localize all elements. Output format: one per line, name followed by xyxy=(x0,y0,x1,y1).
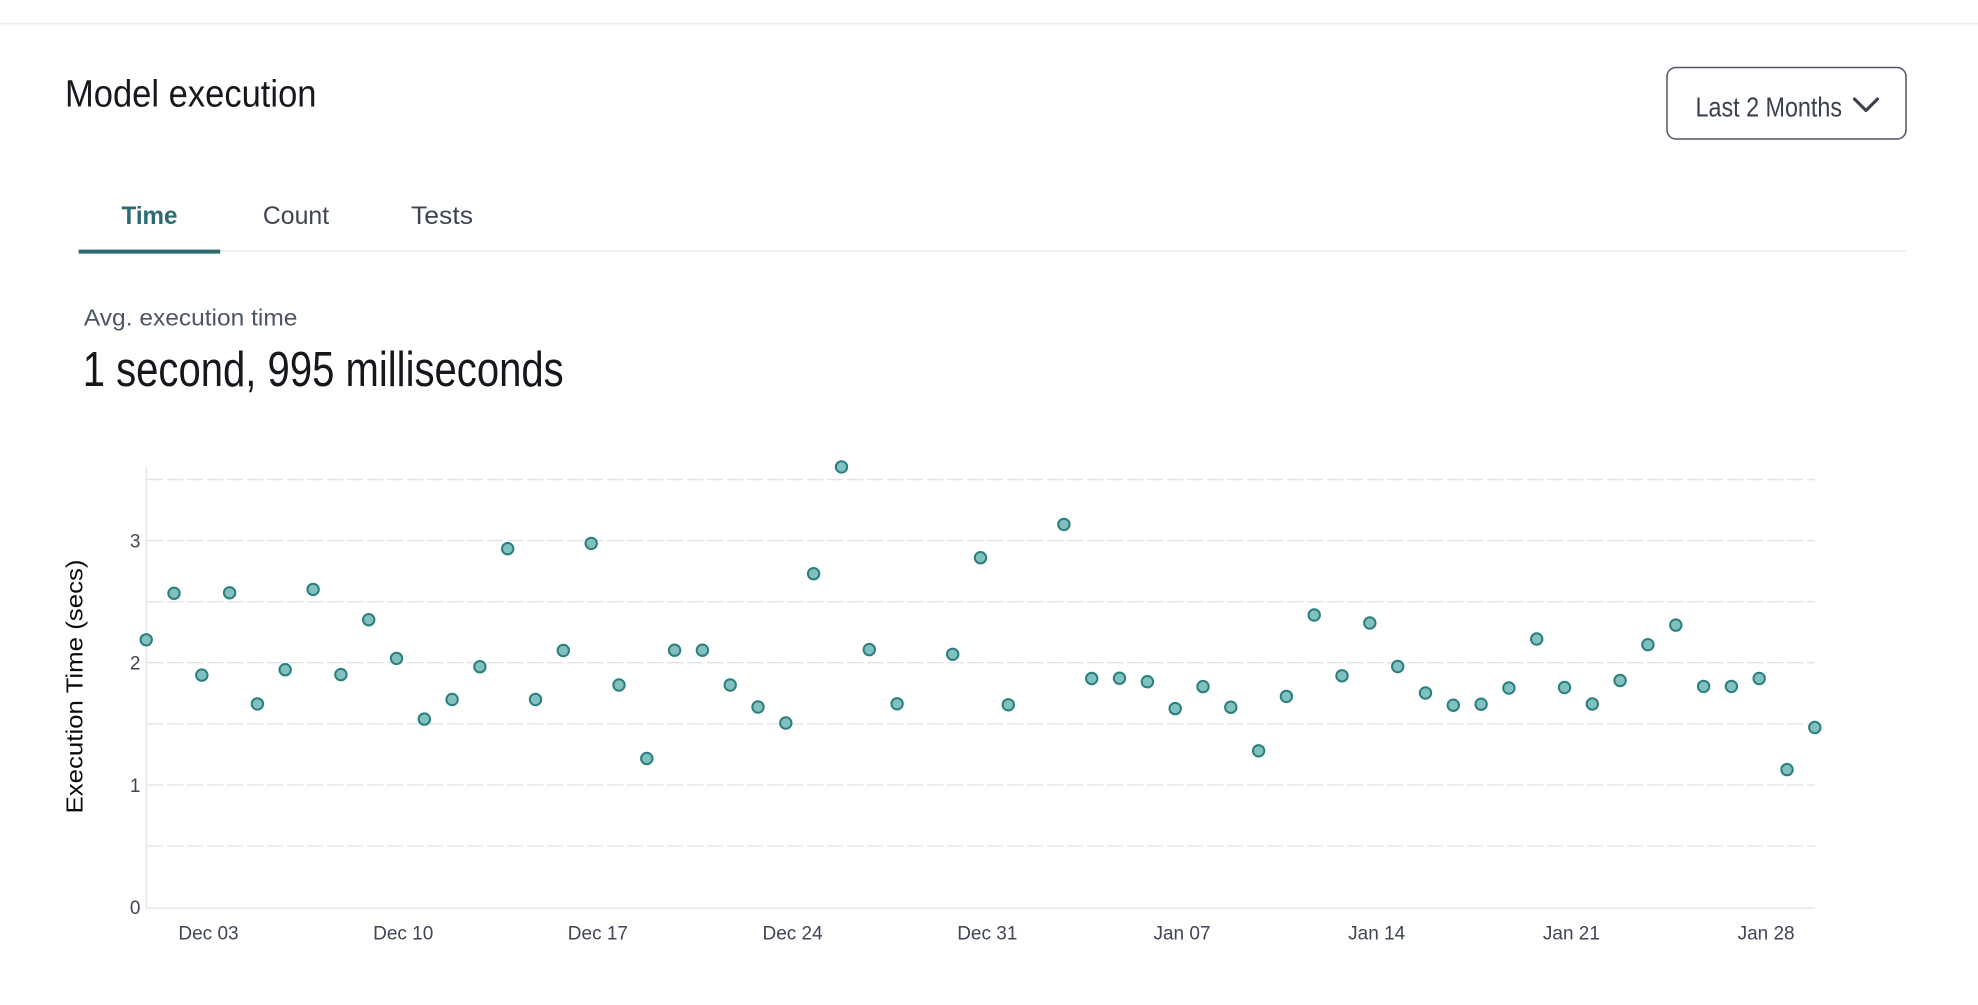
svg-text:0: 0 xyxy=(130,898,141,919)
svg-text:Model execution: Model execution xyxy=(65,73,317,115)
svg-text:Dec 03: Dec 03 xyxy=(178,924,238,945)
svg-text:1: 1 xyxy=(130,776,141,797)
svg-text:Jan 07: Jan 07 xyxy=(1153,924,1210,945)
svg-text:Execution Time (secs): Execution Time (secs) xyxy=(62,560,88,814)
svg-text:Last 2 Months: Last 2 Months xyxy=(1696,92,1843,123)
svg-text:Count: Count xyxy=(263,202,329,230)
svg-text:3: 3 xyxy=(130,532,141,553)
svg-text:1 second, 995 milliseconds: 1 second, 995 milliseconds xyxy=(83,343,564,397)
svg-text:Jan 28: Jan 28 xyxy=(1738,924,1795,945)
svg-text:Dec 31: Dec 31 xyxy=(957,924,1017,945)
svg-text:Avg. execution time: Avg. execution time xyxy=(84,305,298,331)
svg-text:Dec 17: Dec 17 xyxy=(568,924,628,945)
svg-text:Dec 24: Dec 24 xyxy=(762,924,823,945)
svg-text:Jan 21: Jan 21 xyxy=(1543,924,1600,945)
svg-text:Jan 14: Jan 14 xyxy=(1348,924,1405,945)
svg-text:2: 2 xyxy=(130,654,141,675)
svg-text:Time: Time xyxy=(122,202,178,230)
svg-text:Dec 10: Dec 10 xyxy=(373,924,433,945)
svg-text:Tests: Tests xyxy=(411,202,473,230)
